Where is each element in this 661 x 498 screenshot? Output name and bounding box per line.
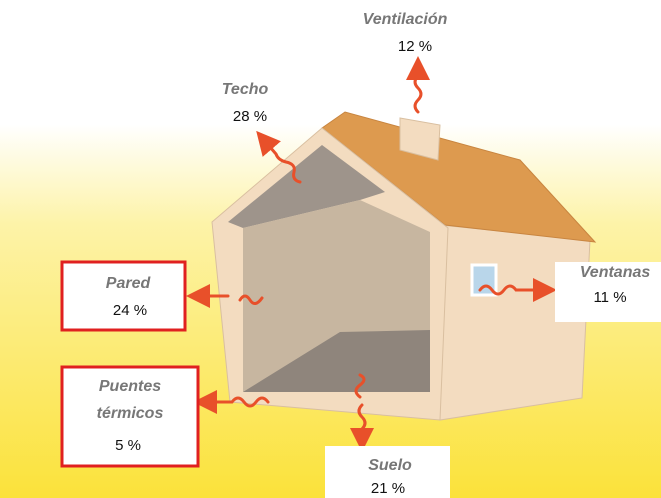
label-name: térmicos xyxy=(97,405,164,422)
label-name: Techo xyxy=(222,81,269,98)
label-name: Ventanas xyxy=(580,264,651,281)
label-value: 12 % xyxy=(398,38,432,55)
label-value: 5 % xyxy=(115,437,141,454)
label-name: Suelo xyxy=(368,457,412,474)
label-box xyxy=(62,262,185,330)
label-value: 21 % xyxy=(371,480,405,497)
label-name: Puentes xyxy=(99,378,161,395)
label-value: 28 % xyxy=(233,108,267,125)
label-value: 11 % xyxy=(593,289,626,306)
label-name: Ventilación xyxy=(363,11,448,28)
label-value: 24 % xyxy=(113,302,147,319)
label-name: Pared xyxy=(106,275,152,292)
heat-loss-diagram: Ventilación 12 % Techo 28 % Pared 24 % P… xyxy=(0,0,661,498)
